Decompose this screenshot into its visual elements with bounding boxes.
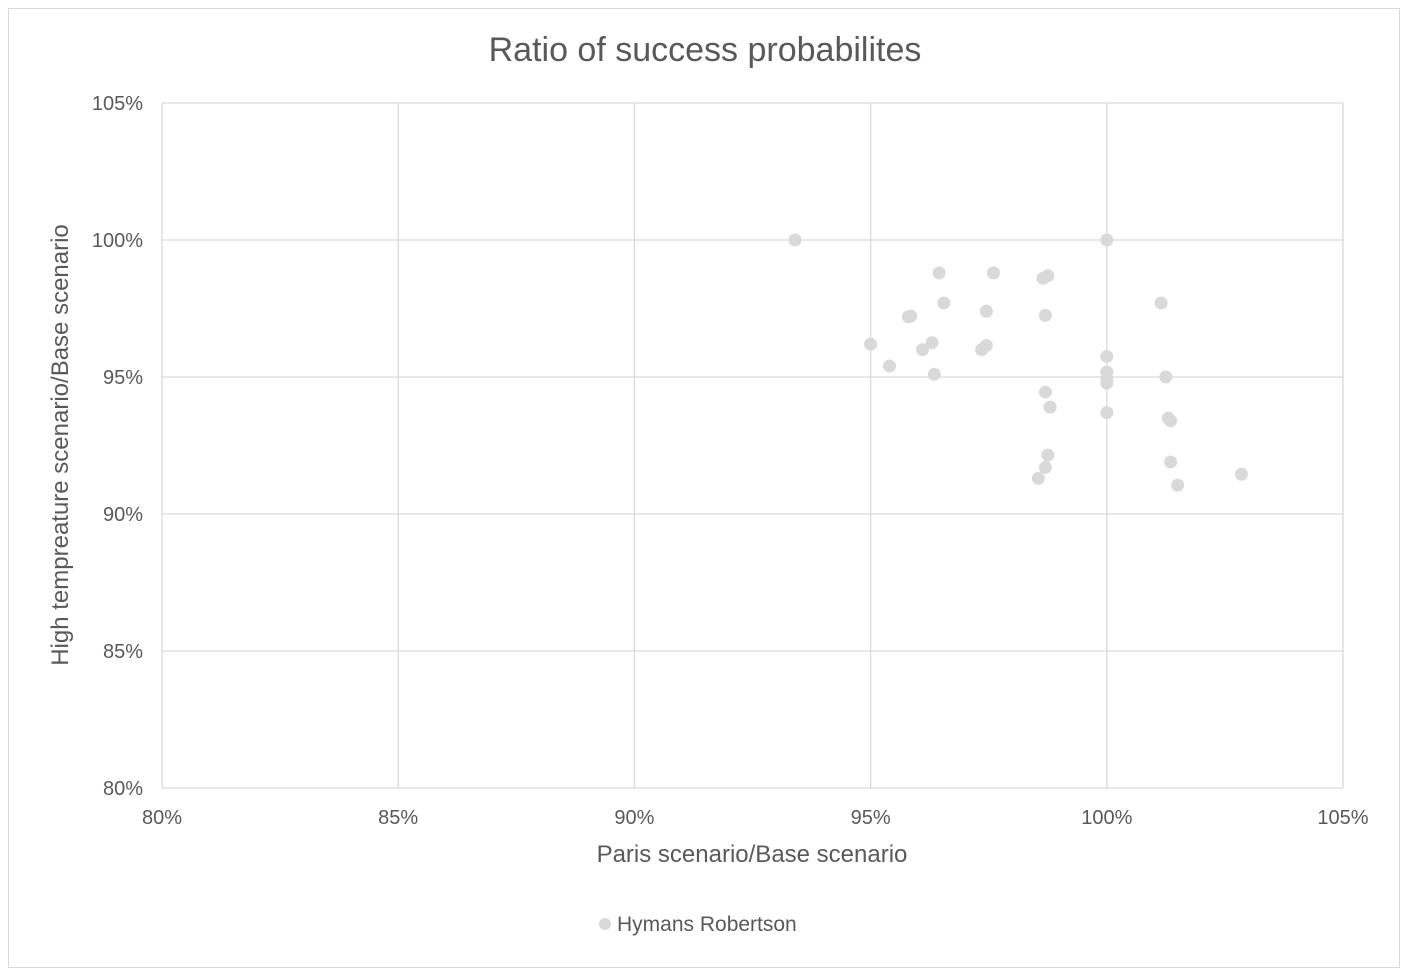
data-point <box>979 338 993 352</box>
data-point <box>864 337 878 351</box>
data-point <box>1154 296 1168 310</box>
data-points <box>788 233 1248 492</box>
data-point <box>1043 400 1057 414</box>
y-axis-title: High tempreature scenario/Base scenario <box>47 224 74 666</box>
y-tick-label: 85% <box>103 641 143 663</box>
x-tick-label: 105% <box>1317 807 1368 829</box>
x-tick-label: 90% <box>614 807 654 829</box>
data-point <box>1100 406 1114 420</box>
data-point <box>1171 478 1185 492</box>
data-point <box>1038 385 1052 399</box>
data-point <box>1100 233 1114 247</box>
data-point <box>1100 349 1114 363</box>
x-tick-label: 80% <box>142 807 182 829</box>
data-point <box>1038 308 1052 322</box>
data-point <box>1100 376 1114 390</box>
y-axis-ticks: 80% 85% 90% 95% 100% 105% <box>92 93 143 800</box>
data-point <box>986 266 1000 280</box>
data-point <box>1164 455 1178 469</box>
x-axis-title: Paris scenario/Base scenario <box>597 841 908 868</box>
data-point <box>1038 460 1052 474</box>
x-tick-label: 100% <box>1081 807 1132 829</box>
data-point <box>932 266 946 280</box>
data-point <box>1234 467 1248 481</box>
y-tick-label: 100% <box>92 230 143 252</box>
data-point <box>1031 471 1045 485</box>
gridlines <box>161 102 1344 789</box>
data-point <box>788 233 802 247</box>
data-point <box>916 343 930 357</box>
chart-title: Ratio of success probabilites <box>489 31 922 69</box>
legend-marker <box>599 918 611 930</box>
data-point <box>1041 448 1055 462</box>
data-point <box>904 309 918 323</box>
data-point <box>1041 269 1055 283</box>
x-tick-label: 95% <box>851 807 891 829</box>
y-tick-label: 105% <box>92 93 143 115</box>
data-point <box>882 359 896 373</box>
data-point <box>1164 414 1178 428</box>
y-tick-label: 95% <box>103 367 143 389</box>
y-tick-label: 90% <box>103 504 143 526</box>
data-point <box>979 304 993 318</box>
data-point <box>925 336 939 350</box>
data-point <box>1159 370 1173 384</box>
x-tick-label: 85% <box>378 807 418 829</box>
x-axis-ticks: 80% 85% 90% 95% 100% 105% <box>142 807 1369 829</box>
data-point <box>937 296 951 310</box>
data-point <box>927 367 941 381</box>
legend-label: Hymans Robertson <box>617 913 797 936</box>
y-tick-label: 80% <box>103 778 143 800</box>
chart-frame <box>8 8 1400 968</box>
legend: Hymans Robertson <box>599 913 797 936</box>
